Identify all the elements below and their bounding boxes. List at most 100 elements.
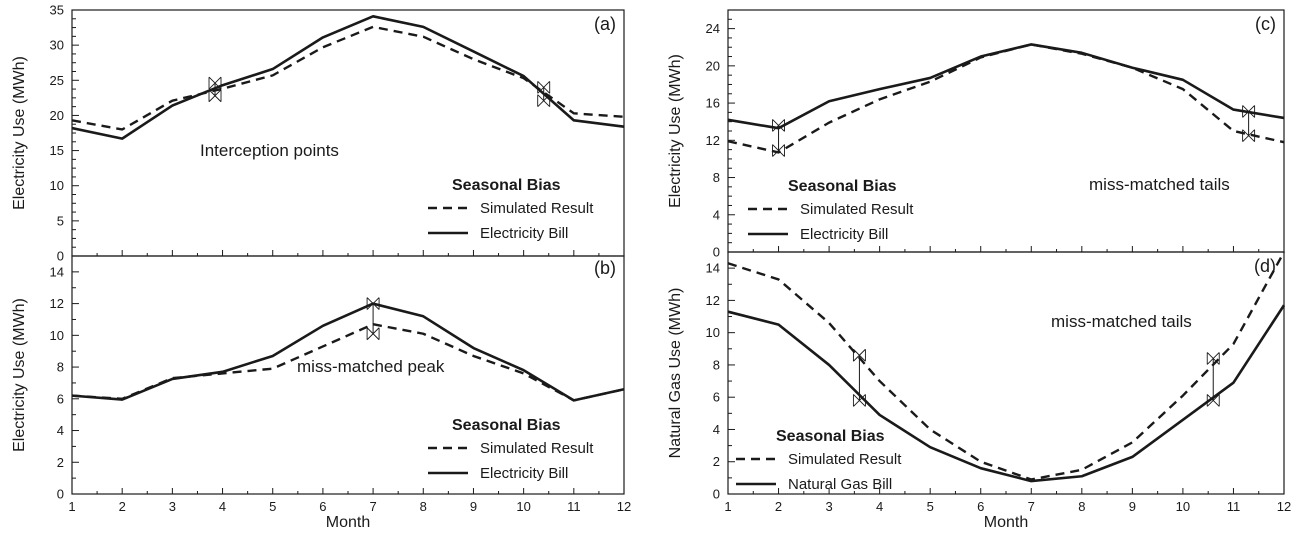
y-tick-label: 4 <box>57 423 64 438</box>
y-axis-title: Natural Gas Use (MWh) <box>667 288 684 459</box>
y-tick-label: 0 <box>713 245 720 260</box>
y-tick-label: 0 <box>57 487 64 502</box>
x-tick-label: 11 <box>567 499 581 514</box>
series-line-bill <box>71 302 625 402</box>
x-tick-label: 4 <box>876 499 883 514</box>
y-tick-label: 12 <box>706 133 720 148</box>
legend-entry: Simulated Result <box>480 440 594 457</box>
legend-title: Seasonal Bias <box>788 178 897 195</box>
series-line-bill <box>71 15 625 140</box>
bias-marker-cap <box>1206 394 1220 407</box>
series-line-bill <box>727 304 1286 483</box>
legend-entry: Electricity Bill <box>480 465 568 482</box>
panel-2: 0 4 8 12 16 20 24 Electricity Use (MWh) (c) miss-… <box>667 9 1285 260</box>
y-tick-label: 12 <box>706 293 720 308</box>
y-tick-label: 6 <box>713 390 720 405</box>
y-tick-label: 14 <box>50 264 64 279</box>
y-tick-label: 6 <box>57 391 64 406</box>
y-tick-label: 8 <box>57 360 64 375</box>
bias-marker-cap <box>1206 352 1220 365</box>
bias-marker-cap <box>208 89 222 103</box>
x-tick-label: 10 <box>1176 499 1190 514</box>
bias-marker <box>208 76 222 103</box>
x-tick-label: 4 <box>219 499 226 514</box>
y-tick-label: 25 <box>50 73 64 88</box>
y-tick-label: 20 <box>706 58 720 73</box>
bias-marker <box>1206 352 1220 407</box>
y-tick-label: 20 <box>50 108 64 123</box>
legend: Seasonal Bias Simulated Result Electricity… <box>428 417 594 482</box>
bias-marker-cap <box>208 76 222 90</box>
panel-label: (b) <box>594 258 616 278</box>
y-tick-label: 10 <box>50 178 64 193</box>
bias-marker-cap <box>366 327 380 341</box>
x-tick-label: 8 <box>1078 499 1085 514</box>
x-tick-label: 5 <box>269 499 276 514</box>
x-tick-label: 11 <box>1227 499 1241 514</box>
x-tick-label: 3 <box>825 499 832 514</box>
y-tick-label: 16 <box>706 96 720 111</box>
series-line-simulated <box>71 25 625 131</box>
y-tick-label: 8 <box>713 357 720 372</box>
panel-label: (c) <box>1255 14 1276 34</box>
x-axis-title: Month <box>984 514 1028 531</box>
legend-entry: Natural Gas Bill <box>788 476 892 493</box>
y-tick-label: 8 <box>713 170 720 185</box>
legend-entry: Simulated Result <box>480 200 594 217</box>
legend-title: Seasonal Bias <box>776 428 885 445</box>
bias-marker-cap <box>1242 105 1256 118</box>
x-tick-label: 5 <box>927 499 934 514</box>
panel-label: (d) <box>1254 256 1276 276</box>
x-tick-label: 6 <box>977 499 984 514</box>
series-line-simulated <box>727 43 1285 154</box>
y-axis-title: Electricity Use (MWh) <box>11 56 28 210</box>
legend-title: Seasonal Bias <box>452 417 561 434</box>
x-tick-label: 12 <box>1277 499 1291 514</box>
legend-entry: Electricity Bill <box>480 225 568 242</box>
y-tick-label: 12 <box>50 296 64 311</box>
legend-entry: Simulated Result <box>800 201 914 218</box>
bias-marker <box>1242 105 1256 142</box>
y-tick-label: 30 <box>50 38 64 53</box>
y-tick-label: 4 <box>713 422 720 437</box>
panel-label: (a) <box>594 14 616 34</box>
x-tick-label: 3 <box>169 499 176 514</box>
y-tick-label: 2 <box>713 454 720 469</box>
legend-entry: Electricity Bill <box>800 226 888 243</box>
x-tick-label: 2 <box>775 499 782 514</box>
bias-marker <box>366 297 380 341</box>
y-axis-title: Electricity Use (MWh) <box>667 54 684 208</box>
x-tick-label: 1 <box>68 499 75 514</box>
x-axis-title: Month <box>326 514 370 531</box>
bias-marker-cap <box>1242 129 1256 142</box>
x-tick-label: 1 <box>724 499 731 514</box>
x-tick-label: 12 <box>617 499 631 514</box>
annotation: miss-matched tails <box>1089 175 1230 194</box>
annotation: Interception points <box>200 141 339 160</box>
x-tick-label: 7 <box>1028 499 1035 514</box>
series-line-bill <box>727 43 1285 130</box>
bias-marker-cap <box>537 94 551 107</box>
legend: Seasonal Bias Simulated Result Electricity… <box>748 178 914 243</box>
y-axis-title: Electricity Use (MWh) <box>11 298 28 452</box>
y-tick-label: 10 <box>706 325 720 340</box>
bias-marker-cap <box>537 80 551 94</box>
x-tick-label: 9 <box>470 499 477 514</box>
legend-entry: Simulated Result <box>788 451 902 468</box>
y-tick-label: 10 <box>50 328 64 343</box>
x-tick-label: 2 <box>119 499 126 514</box>
bias-marker-cap <box>852 348 866 362</box>
y-tick-label: 35 <box>50 3 64 18</box>
annotation: miss-matched tails <box>1051 312 1192 331</box>
bias-marker-cap <box>366 297 380 310</box>
bias-marker-cap <box>772 119 785 132</box>
legend: Seasonal Bias Simulated Result Natural Gas… <box>736 428 902 493</box>
x-tick-label: 6 <box>319 499 326 514</box>
x-tick-label: 7 <box>369 499 376 514</box>
series-line-simulated <box>727 251 1286 481</box>
x-tick-label: 9 <box>1129 499 1136 514</box>
bias-marker <box>537 80 551 107</box>
